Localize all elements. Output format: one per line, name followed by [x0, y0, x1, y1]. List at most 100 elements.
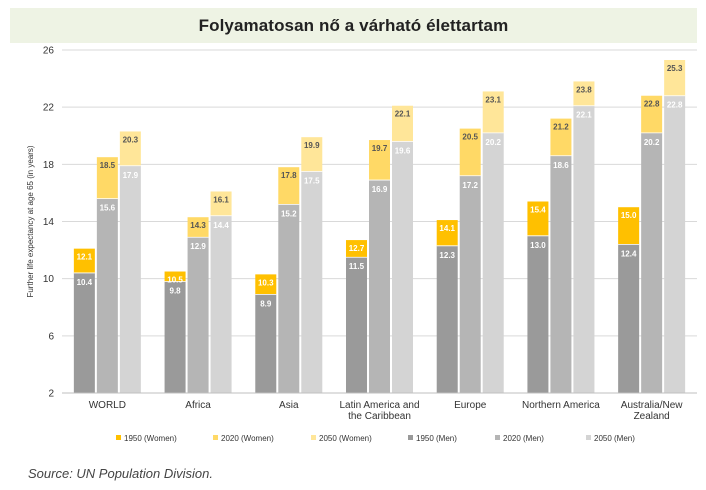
data-label-men: 18.6 — [553, 161, 569, 170]
bar-men-1950 — [527, 235, 549, 393]
legend-label: 1950 (Men) — [416, 434, 457, 443]
bar-women-2020 — [550, 118, 572, 156]
bar-men-2020 — [278, 204, 300, 393]
bar-women-1950 — [164, 271, 186, 282]
x-category-label: Asia — [279, 400, 299, 411]
bar-women-2050 — [210, 191, 232, 216]
bar-men-2020 — [550, 155, 572, 393]
data-label-men: 19.6 — [395, 146, 411, 155]
data-label-men: 20.2 — [644, 138, 660, 147]
data-label-men: 22.8 — [667, 101, 683, 110]
bar-men-2050 — [301, 171, 323, 393]
data-label-women: 25.3 — [667, 64, 683, 73]
bar-men-2050 — [482, 132, 504, 393]
x-category-label: Europe — [454, 400, 487, 411]
data-label-men: 20.2 — [485, 138, 501, 147]
legend-swatch — [408, 435, 413, 440]
bar-men-1950 — [73, 272, 95, 393]
data-label-women: 17.8 — [281, 171, 297, 180]
bar-men-2050 — [210, 215, 232, 393]
y-tick-label: 22 — [43, 103, 55, 114]
data-label-women: 19.9 — [304, 141, 320, 150]
bar-women-2050 — [573, 81, 595, 106]
legend-label: 2020 (Men) — [503, 434, 544, 443]
legend-swatch — [586, 435, 591, 440]
data-label-men: 9.8 — [170, 287, 182, 296]
data-labels: 10.4 12.1 15.6 18.5 17.9 20.3 9.8 10.5 12.9 14.3 1… — [77, 64, 683, 308]
bar-women-2050 — [301, 137, 323, 172]
bar-women-2020 — [278, 167, 300, 205]
data-label-women: 20.3 — [123, 135, 139, 144]
legend-label: 2020 (Women) — [221, 434, 274, 443]
data-label-men: 17.2 — [462, 181, 478, 190]
legend-swatch — [213, 435, 218, 440]
x-category-label: WORLD — [89, 400, 126, 411]
data-label-men: 17.9 — [123, 171, 139, 180]
x-category-label: Australia/New — [621, 400, 683, 411]
bars — [73, 60, 686, 394]
bar-women-2050 — [119, 131, 141, 166]
bar-women-2020 — [96, 157, 118, 199]
data-label-men: 12.9 — [190, 242, 206, 251]
data-label-men: 15.6 — [100, 204, 116, 213]
data-label-women: 15.4 — [530, 205, 546, 214]
bar-women-1950 — [346, 240, 367, 258]
data-label-women: 22.8 — [644, 100, 660, 109]
bar-men-1950 — [618, 244, 640, 393]
legend-swatch — [116, 435, 121, 440]
bar-women-2050 — [664, 60, 686, 96]
legend: 1950 (Women) 2020 (Women) 2050 (Women) 1950… — [116, 434, 635, 443]
y-tick-label: 14 — [43, 217, 55, 228]
data-label-women: 19.7 — [372, 144, 388, 153]
data-label-men: 11.5 — [349, 262, 365, 271]
bar-men-2020 — [459, 175, 481, 393]
data-label-women: 20.5 — [462, 133, 478, 142]
bar-women-2020 — [369, 140, 390, 181]
bar-men-2020 — [96, 198, 118, 393]
data-label-men: 12.4 — [621, 249, 637, 258]
data-label-women: 12.1 — [77, 253, 93, 262]
data-label-men: 15.2 — [281, 209, 297, 218]
x-category-label: Northern America — [522, 400, 600, 411]
data-label-men: 22.1 — [576, 111, 592, 120]
data-label-women: 10.3 — [258, 278, 274, 287]
bar-women-2050 — [392, 105, 413, 142]
y-tick-label: 10 — [43, 274, 55, 285]
bar-women-1950 — [73, 248, 95, 273]
data-label-men: 16.9 — [372, 185, 388, 194]
y-tick-label: 6 — [48, 331, 54, 342]
data-label-women: 10.5 — [167, 276, 183, 285]
bar-men-1950 — [255, 294, 277, 393]
y-axis-title: Further life expectancy at age 65 (in ye… — [26, 145, 35, 297]
bar-men-1950 — [436, 245, 458, 393]
data-label-women: 14.1 — [439, 224, 455, 233]
bar-women-2020 — [187, 217, 209, 238]
data-label-men: 13.0 — [530, 241, 546, 250]
bar-men-1950 — [346, 257, 367, 393]
chart-title-band: Folyamatosan nő a várható élettartam — [10, 8, 697, 43]
x-category-label: Africa — [185, 400, 211, 411]
legend-swatch — [495, 435, 500, 440]
y-tick-label: 26 — [43, 46, 55, 57]
bar-women-1950 — [527, 201, 549, 236]
bar-men-2050 — [119, 165, 141, 393]
bar-men-1950 — [164, 281, 186, 393]
data-label-men: 12.3 — [439, 251, 455, 260]
legend-label: 1950 (Women) — [124, 434, 177, 443]
bar-men-2020 — [641, 132, 663, 393]
data-label-women: 21.2 — [553, 123, 569, 132]
bar-women-1950 — [436, 220, 458, 246]
legend-label: 2050 (Women) — [319, 434, 372, 443]
bar-women-1950 — [255, 274, 277, 295]
x-category-label: Zealand — [634, 411, 670, 422]
data-label-men: 10.4 — [77, 278, 93, 287]
legend-swatch — [311, 435, 316, 440]
bar-men-2020 — [187, 237, 209, 393]
bar-women-1950 — [618, 207, 640, 245]
data-label-women: 16.1 — [213, 195, 229, 204]
source-note: Source: UN Population Division. — [28, 466, 213, 481]
bar-women-2020 — [459, 128, 481, 176]
data-label-men: 17.5 — [304, 176, 320, 185]
bar-men-2020 — [369, 180, 390, 393]
data-label-women: 22.1 — [395, 110, 411, 119]
